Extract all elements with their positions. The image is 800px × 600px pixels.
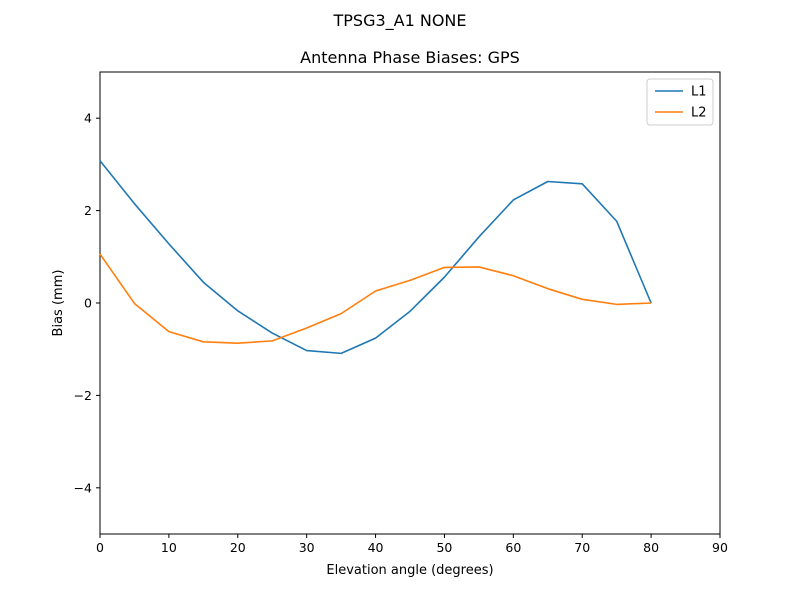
x-tick-label: 40 [368, 540, 384, 555]
y-tick-label: 0 [84, 296, 92, 311]
x-tick-label: 60 [505, 540, 521, 555]
series-line-l2 [99, 253, 652, 344]
y-axis-ticks: −4 −2 0 2 4 [74, 111, 100, 495]
series-line-l1 [99, 160, 652, 355]
x-axis-ticks: 0 10 20 30 40 50 60 70 80 90 [96, 534, 728, 555]
chart-title: Antenna Phase Biases: GPS [300, 48, 520, 67]
x-tick-label: 20 [230, 540, 246, 555]
x-tick-label: 0 [96, 540, 104, 555]
legend-label-l1: L1 [691, 85, 707, 100]
x-tick-label: 30 [299, 540, 315, 555]
plot-area [99, 71, 721, 535]
y-tick-label: 2 [84, 203, 92, 218]
plot-frame [99, 71, 721, 535]
legend-label-l2: L2 [691, 106, 707, 121]
x-tick-label: 80 [643, 540, 659, 555]
y-axis-label: Bias (mm) [51, 270, 66, 337]
y-tick-label: 4 [84, 111, 92, 126]
x-tick-label: 10 [161, 540, 177, 555]
x-tick-label: 90 [712, 540, 728, 555]
x-axis-label: Elevation angle (degrees) [326, 563, 493, 578]
figure-suptitle: TPSG3_A1 NONE [332, 11, 466, 31]
y-tick-label: −4 [74, 480, 92, 495]
x-tick-label: 70 [574, 540, 590, 555]
series-layer [99, 160, 652, 355]
y-tick-label: −2 [74, 388, 92, 403]
x-tick-label: 50 [436, 540, 452, 555]
